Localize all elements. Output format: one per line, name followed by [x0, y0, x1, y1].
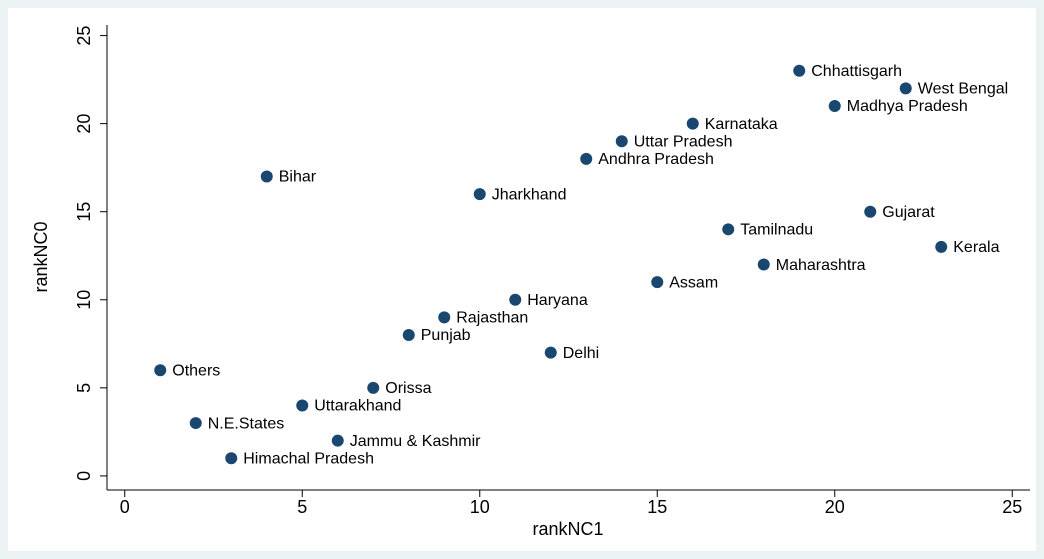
point: [793, 64, 806, 77]
y-tick-label: 25: [74, 26, 94, 46]
y-tick-label: 20: [74, 114, 94, 134]
x-tick-label: 10: [470, 497, 490, 517]
point: [899, 82, 912, 95]
point-label: Jharkhand: [492, 186, 567, 203]
point-label: Kerala: [953, 239, 999, 256]
point-label: Tamilnadu: [740, 222, 813, 239]
point-label: Uttar Pradesh: [634, 133, 733, 150]
point-label: Rajasthan: [456, 310, 528, 327]
point: [544, 346, 557, 359]
point-label: Assam: [669, 274, 718, 291]
point-label: Gujarat: [882, 204, 935, 221]
point-label: Others: [172, 362, 220, 379]
x-tick-label: 15: [647, 497, 667, 517]
x-tick-label: 0: [120, 497, 130, 517]
point-label: Bihar: [279, 169, 317, 186]
point: [154, 364, 167, 377]
point: [402, 329, 415, 341]
point: [331, 434, 344, 447]
point-label: N.E.States: [208, 415, 284, 432]
point-label: Madhya Pradesh: [847, 98, 968, 115]
point-label: Jammu & Kashmir: [350, 433, 481, 450]
point: [828, 100, 841, 113]
point: [189, 417, 202, 430]
point-label: Delhi: [563, 345, 599, 362]
y-tick-label: 10: [74, 290, 94, 310]
point: [225, 452, 238, 465]
point: [438, 311, 451, 324]
point: [722, 223, 735, 236]
point: [260, 170, 273, 183]
x-tick-label: 5: [297, 497, 307, 517]
point: [580, 152, 593, 165]
point-label: Chhattisgarh: [811, 63, 902, 80]
point-label: Karnataka: [705, 116, 778, 133]
x-tick-label: 20: [825, 497, 845, 517]
x-axis-label: rankNC1: [532, 519, 603, 539]
point-label: West Bengal: [918, 81, 1008, 98]
point: [935, 240, 948, 253]
y-axis-label: rankNC0: [31, 221, 51, 292]
point-label: Himachal Pradesh: [243, 451, 374, 468]
point: [686, 117, 699, 130]
point: [651, 276, 664, 289]
point: [367, 381, 380, 394]
point-label: Orissa: [385, 380, 431, 397]
point: [473, 188, 486, 201]
point-label: Uttarakhand: [314, 398, 401, 415]
point-label: Andhra Pradesh: [598, 151, 714, 168]
point-label: Haryana: [527, 292, 588, 309]
point: [615, 135, 628, 148]
x-tick-label: 25: [1002, 497, 1022, 517]
point: [864, 205, 877, 218]
point-label: Maharashtra: [776, 257, 866, 274]
point: [509, 293, 522, 306]
point: [757, 258, 770, 271]
y-tick-label: 0: [74, 471, 94, 481]
point-label: Punjab: [421, 327, 471, 344]
y-tick-label: 15: [74, 202, 94, 222]
y-tick-label: 5: [74, 383, 94, 393]
point: [296, 399, 309, 412]
graph-region: [8, 8, 1036, 551]
